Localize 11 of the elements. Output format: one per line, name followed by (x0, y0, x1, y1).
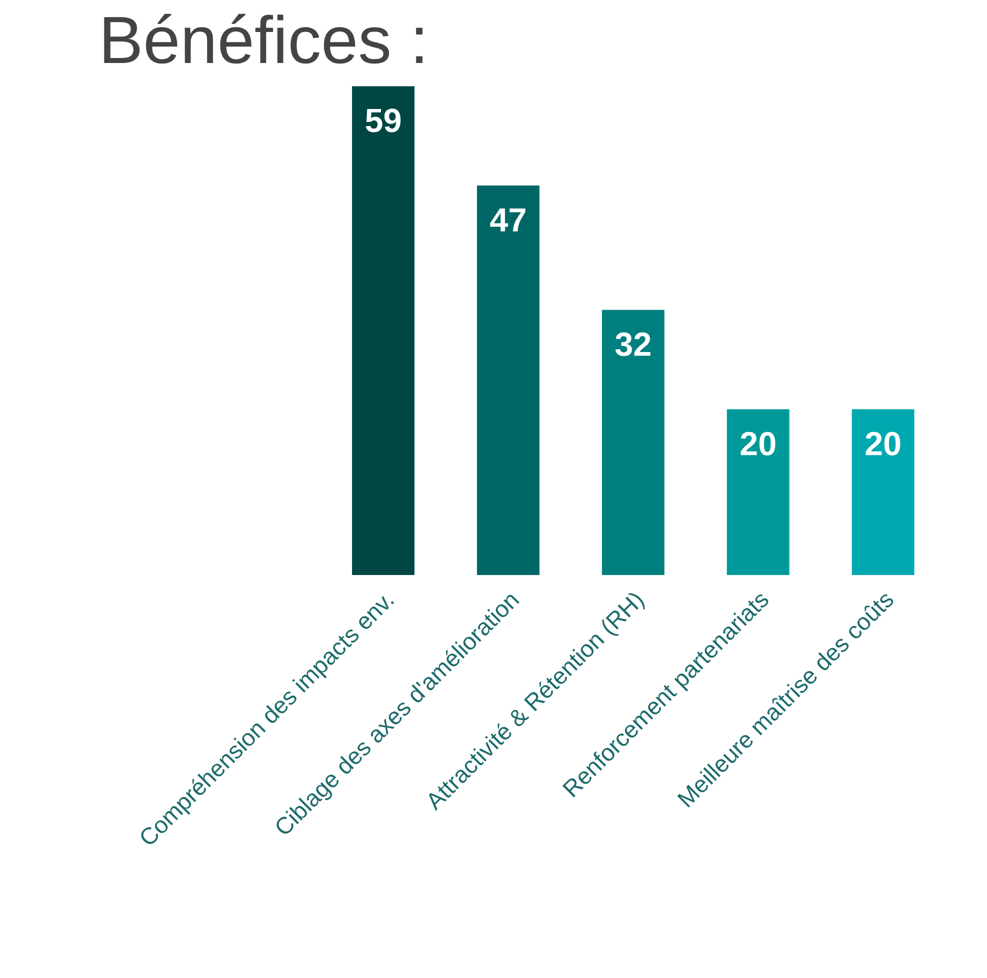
data-label: 20 (866, 432, 900, 456)
data-label: 59 (366, 108, 401, 132)
bar (602, 310, 664, 576)
chart-title: Bénéfices : (104, 14, 422, 64)
bar (352, 86, 414, 576)
data-label: 47 (490, 208, 526, 232)
bar (476, 186, 540, 576)
bar (852, 409, 914, 576)
bar (726, 409, 790, 576)
data-label: 20 (740, 432, 776, 456)
data-label: 32 (615, 332, 650, 356)
